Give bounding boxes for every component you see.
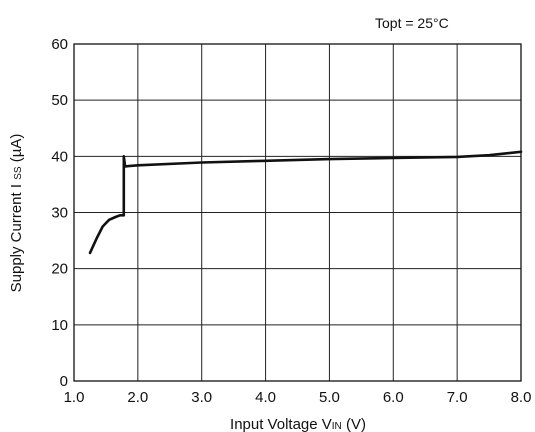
grid <box>74 44 521 381</box>
y-tick-label: 20 <box>51 261 68 278</box>
y-tick-label: 50 <box>51 92 68 109</box>
x-tick-label: 1.0 <box>64 389 85 406</box>
x-tick-label: 6.0 <box>383 389 404 406</box>
y-axis-label: Supply Current I SS (µA) <box>8 134 25 293</box>
y-tick-label: 30 <box>51 205 68 222</box>
x-tick-label: 8.0 <box>511 389 532 406</box>
series-line <box>88 150 523 255</box>
y-tick-label: 40 <box>51 148 68 165</box>
y-tick-label: 10 <box>51 317 68 334</box>
x-tick-label: 2.0 <box>127 389 148 406</box>
x-tick-labels: 1.0 2.0 3.0 4.0 5.0 6.0 7.0 8.0 <box>64 389 532 406</box>
x-tick-label: 7.0 <box>447 389 468 406</box>
plot-frame <box>73 43 522 382</box>
x-tick-label: 3.0 <box>191 389 212 406</box>
x-tick-label: 4.0 <box>255 389 276 406</box>
temperature-annotation: Topt = 25°C <box>375 15 449 31</box>
x-tick-label: 5.0 <box>319 389 340 406</box>
y-tick-labels: 0 10 20 30 40 50 60 <box>51 36 68 390</box>
y-tick-label: 60 <box>51 36 68 53</box>
x-axis-label: Input Voltage VIN (V) <box>230 416 366 432</box>
y-tick-label: 0 <box>60 373 68 390</box>
